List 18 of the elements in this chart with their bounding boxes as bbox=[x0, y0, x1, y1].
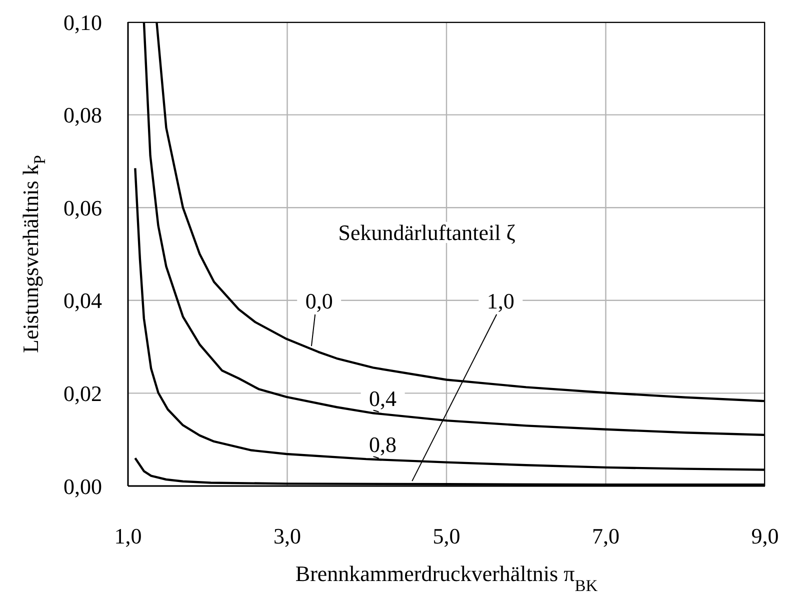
x-tick-label: 1,0 bbox=[114, 524, 142, 549]
series-label: 0,4 bbox=[369, 386, 397, 411]
y-tick-label: 0,04 bbox=[64, 288, 102, 314]
legend-label: 0,8 bbox=[369, 432, 397, 458]
series-label: 0,0 bbox=[305, 288, 333, 314]
x-axis-title: Brennkammerdruckverhältnis π$_{BK}$ bbox=[295, 561, 598, 594]
x-tick-label: 7,0 bbox=[592, 524, 620, 549]
y-tick-label: 0,08 bbox=[64, 102, 102, 128]
y-tick-label: 0,02 bbox=[64, 381, 102, 406]
y-tick-label: 0,10 bbox=[64, 10, 102, 35]
x-tick-label: 9,0 bbox=[751, 524, 779, 549]
x-tick-label: 3,0 bbox=[274, 524, 301, 549]
x-tick-label: 5,0 bbox=[432, 524, 460, 549]
line-series bbox=[134, 167, 765, 471]
legend-title: Sekundärluftanteil ζ bbox=[338, 220, 516, 246]
y-tick-label: 0,00 bbox=[64, 474, 102, 499]
y-tick-label: 0,06 bbox=[64, 195, 102, 220]
text: 1,0 bbox=[486, 288, 514, 314]
